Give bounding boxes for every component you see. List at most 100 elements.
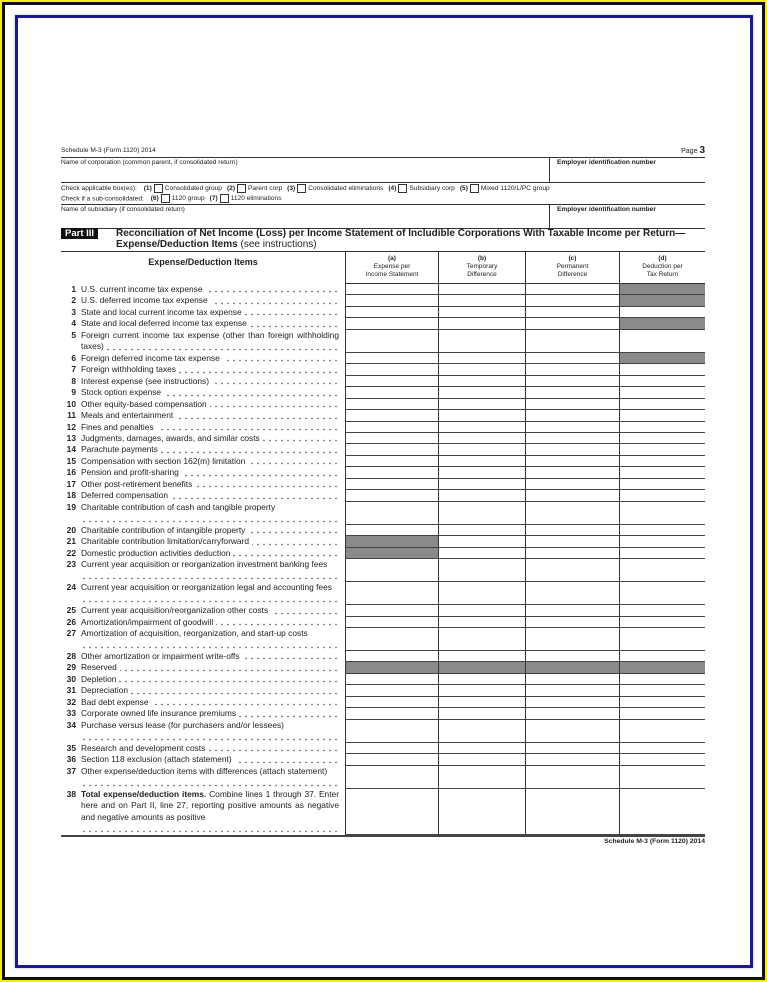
amount-cell-d[interactable] <box>619 478 705 491</box>
amount-cell-a[interactable] <box>345 650 438 663</box>
amount-cell-d[interactable] <box>619 754 705 766</box>
amount-cell-d[interactable] <box>619 708 705 720</box>
checkbox[interactable] <box>237 183 247 193</box>
amount-cell-a[interactable] <box>345 708 438 720</box>
amount-cell-b[interactable] <box>438 788 525 835</box>
amount-cell-b[interactable] <box>438 719 525 743</box>
amount-cell-c[interactable] <box>525 387 619 399</box>
amount-cell-d[interactable] <box>619 685 705 697</box>
amount-cell-a[interactable] <box>345 742 438 755</box>
amount-cell-a[interactable] <box>345 306 438 319</box>
amount-cell-a[interactable] <box>345 421 438 433</box>
amount-cell-c[interactable] <box>525 478 619 491</box>
amount-cell-d[interactable] <box>619 627 705 651</box>
amount-cell-c[interactable] <box>525 375 619 388</box>
amount-cell-d[interactable] <box>619 501 705 525</box>
amount-cell-b[interactable] <box>438 605 525 617</box>
amount-cell-b[interactable] <box>438 364 525 376</box>
amount-cell-b[interactable] <box>438 650 525 663</box>
amount-cell-b[interactable] <box>438 410 525 422</box>
amount-cell-d[interactable] <box>619 410 705 422</box>
amount-cell-c[interactable] <box>525 650 619 663</box>
checkbox[interactable] <box>297 183 307 193</box>
amount-cell-a[interactable] <box>345 605 438 617</box>
amount-cell-d[interactable] <box>619 467 705 479</box>
amount-cell-c[interactable] <box>525 306 619 319</box>
amount-cell-d[interactable] <box>619 306 705 319</box>
amount-cell-b[interactable] <box>438 375 525 388</box>
amount-cell-b[interactable] <box>438 501 525 525</box>
amount-cell-c[interactable] <box>525 754 619 766</box>
amount-cell-d[interactable] <box>619 432 705 445</box>
amount-cell-a[interactable] <box>345 455 438 468</box>
amount-cell-a[interactable] <box>345 398 438 411</box>
amount-cell-c[interactable] <box>525 605 619 617</box>
amount-cell-c[interactable] <box>525 582 619 606</box>
amount-cell-c[interactable] <box>525 455 619 468</box>
amount-cell-d[interactable] <box>619 788 705 835</box>
amount-cell-a[interactable] <box>345 685 438 697</box>
amount-cell-b[interactable] <box>438 329 525 353</box>
amount-cell-a[interactable] <box>345 387 438 399</box>
checkbox[interactable] <box>219 194 229 203</box>
amount-cell-c[interactable] <box>525 547 619 560</box>
amount-cell-d[interactable] <box>619 719 705 743</box>
amount-cell-c[interactable] <box>525 673 619 686</box>
amount-cell-c[interactable] <box>525 696 619 709</box>
amount-cell-a[interactable] <box>345 559 438 583</box>
amount-cell-c[interactable] <box>525 616 619 628</box>
amount-cell-b[interactable] <box>438 398 525 411</box>
amount-cell-a[interactable] <box>345 295 438 307</box>
amount-cell-c[interactable] <box>525 295 619 307</box>
amount-cell-c[interactable] <box>525 524 619 537</box>
amount-cell-a[interactable] <box>345 432 438 445</box>
amount-cell-a[interactable] <box>345 318 438 330</box>
amount-cell-d[interactable] <box>619 524 705 537</box>
amount-cell-b[interactable] <box>438 295 525 307</box>
amount-cell-b[interactable] <box>438 559 525 583</box>
amount-cell-b[interactable] <box>438 754 525 766</box>
amount-cell-c[interactable] <box>525 421 619 433</box>
amount-cell-c[interactable] <box>525 467 619 479</box>
amount-cell-b[interactable] <box>438 696 525 709</box>
amount-cell-a[interactable] <box>345 467 438 479</box>
amount-cell-d[interactable] <box>619 387 705 399</box>
checkbox[interactable] <box>398 183 408 193</box>
amount-cell-b[interactable] <box>438 421 525 433</box>
amount-cell-c[interactable] <box>525 742 619 755</box>
amount-cell-a[interactable] <box>345 352 438 365</box>
amount-cell-b[interactable] <box>438 616 525 628</box>
amount-cell-c[interactable] <box>525 536 619 548</box>
amount-cell-b[interactable] <box>438 765 525 789</box>
amount-cell-d[interactable] <box>619 444 705 456</box>
amount-cell-d[interactable] <box>619 616 705 628</box>
amount-cell-a[interactable] <box>345 673 438 686</box>
amount-cell-a[interactable] <box>345 719 438 743</box>
amount-cell-d[interactable] <box>619 375 705 388</box>
amount-cell-a[interactable] <box>345 329 438 353</box>
amount-cell-d[interactable] <box>619 559 705 583</box>
amount-cell-b[interactable] <box>438 490 525 502</box>
amount-cell-a[interactable] <box>345 627 438 651</box>
amount-cell-b[interactable] <box>438 536 525 548</box>
amount-cell-a[interactable] <box>345 410 438 422</box>
amount-cell-a[interactable] <box>345 501 438 525</box>
amount-cell-a[interactable] <box>345 478 438 491</box>
amount-cell-b[interactable] <box>438 685 525 697</box>
amount-cell-c[interactable] <box>525 352 619 365</box>
amount-cell-b[interactable] <box>438 524 525 537</box>
amount-cell-a[interactable] <box>345 582 438 606</box>
amount-cell-d[interactable] <box>619 364 705 376</box>
amount-cell-b[interactable] <box>438 467 525 479</box>
amount-cell-c[interactable] <box>525 559 619 583</box>
amount-cell-c[interactable] <box>525 685 619 697</box>
amount-cell-d[interactable] <box>619 696 705 709</box>
amount-cell-a[interactable] <box>345 696 438 709</box>
amount-cell-d[interactable] <box>619 421 705 433</box>
amount-cell-c[interactable] <box>525 627 619 651</box>
amount-cell-c[interactable] <box>525 719 619 743</box>
amount-cell-c[interactable] <box>525 765 619 789</box>
amount-cell-c[interactable] <box>525 788 619 835</box>
amount-cell-d[interactable] <box>619 490 705 502</box>
amount-cell-d[interactable] <box>619 329 705 353</box>
